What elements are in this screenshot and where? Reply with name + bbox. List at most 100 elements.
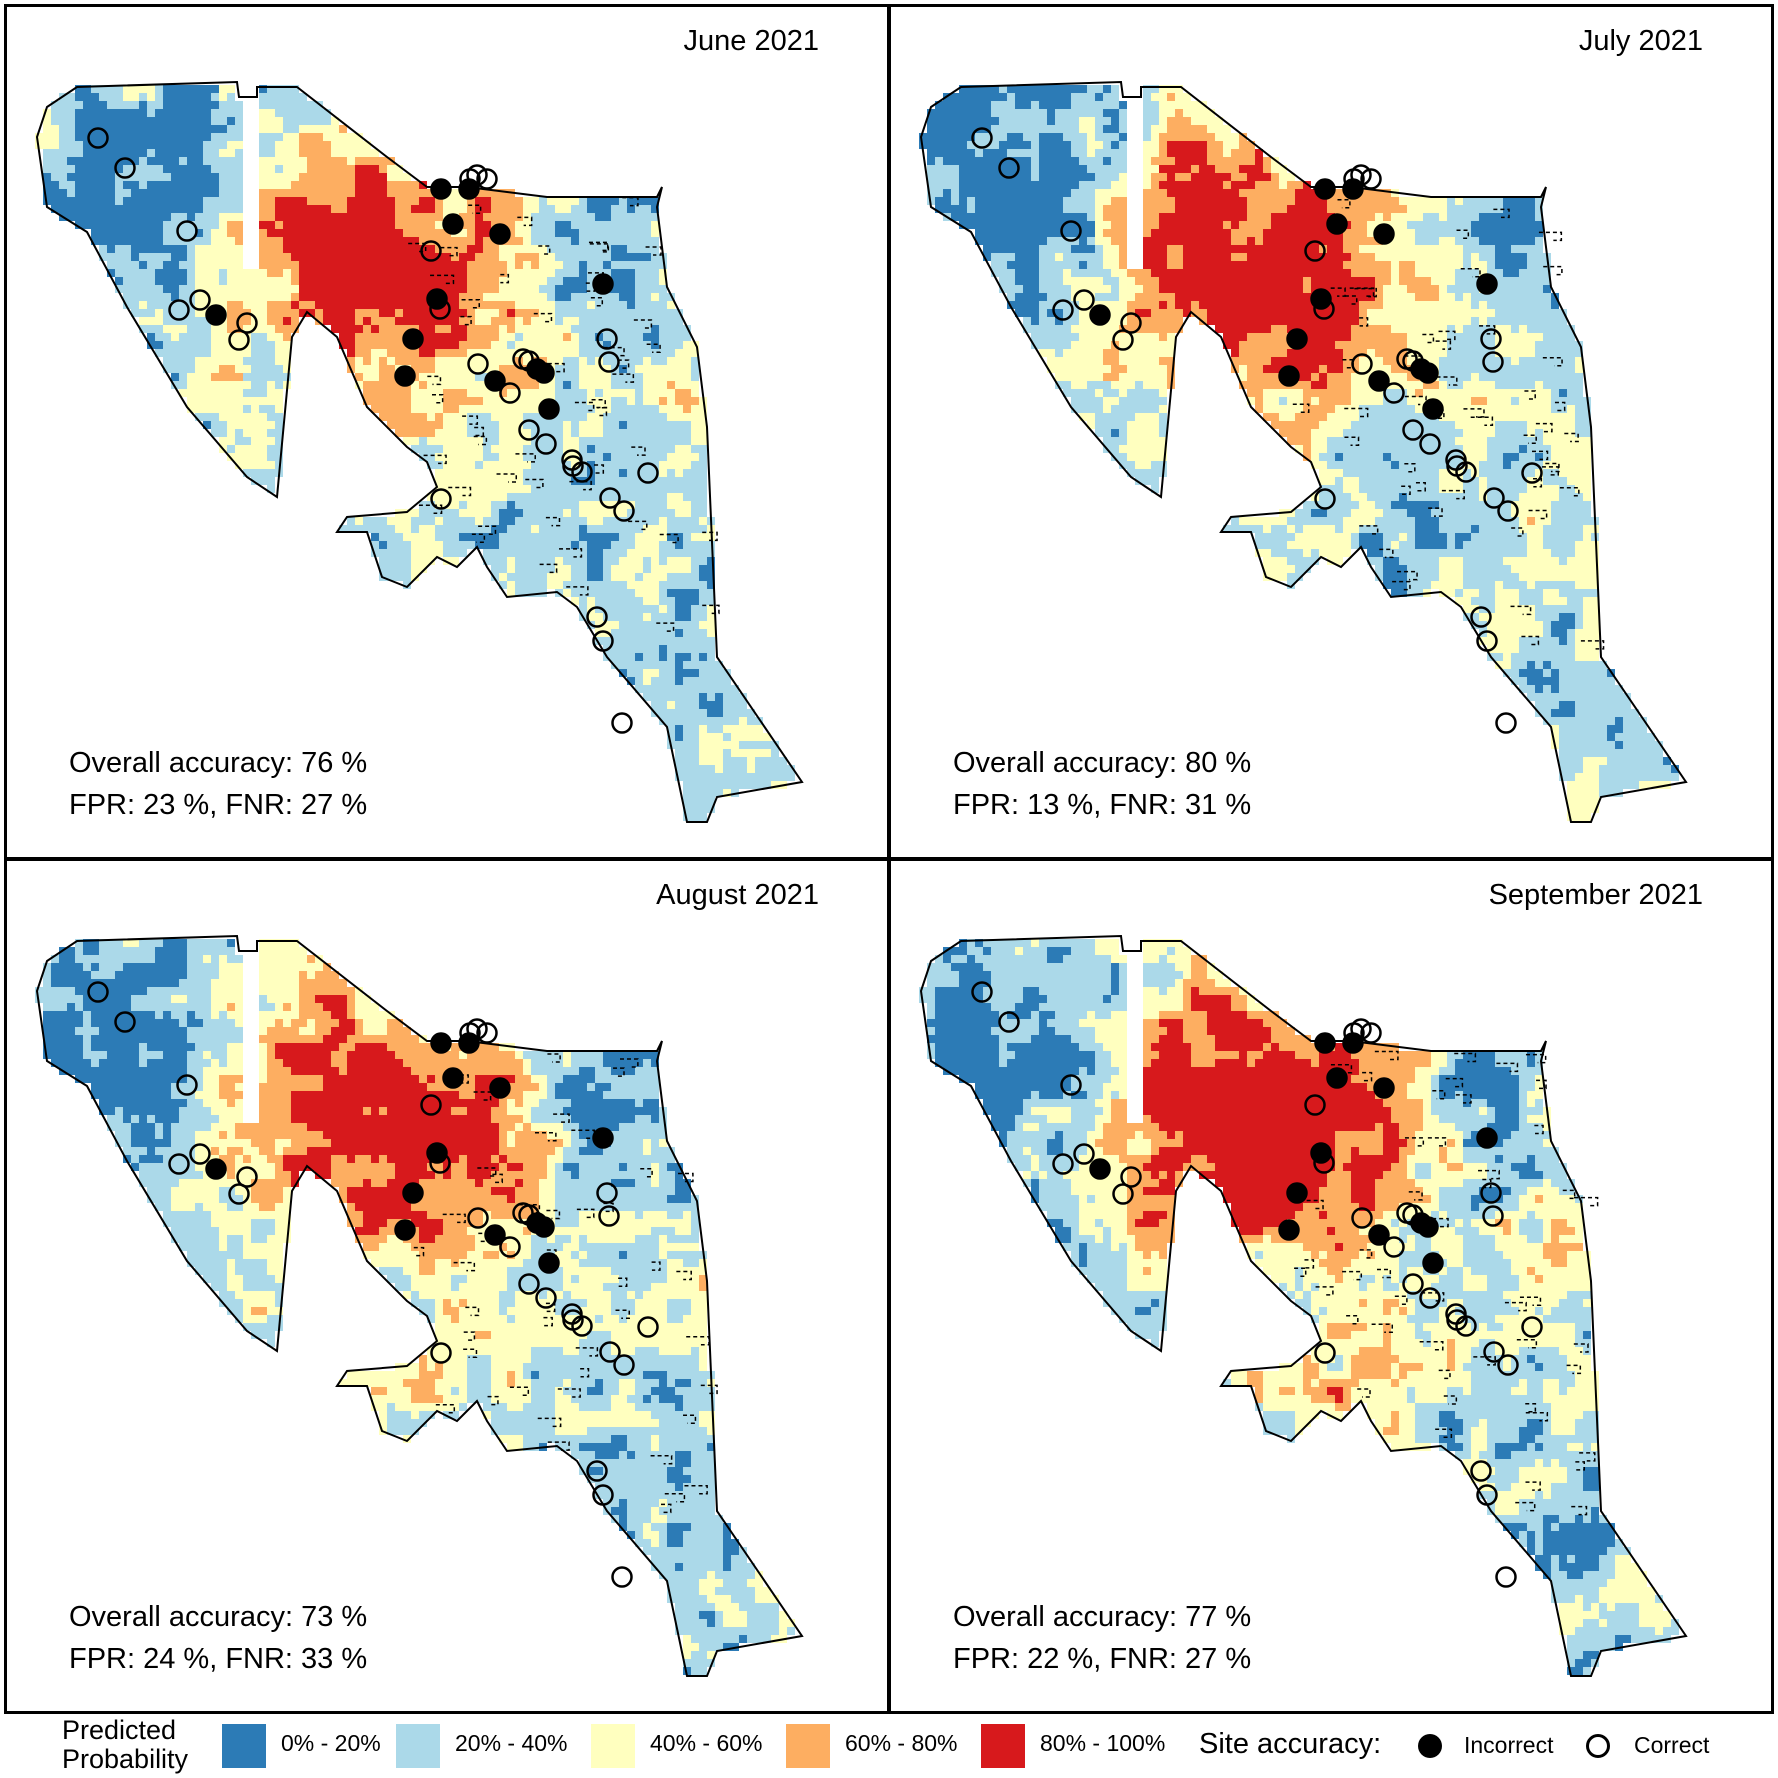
correct-site-marker bbox=[535, 433, 557, 455]
correct-site-marker bbox=[1313, 1152, 1335, 1174]
probability-map bbox=[919, 80, 1688, 823]
uncertainty-boundaries bbox=[1292, 188, 1605, 650]
correct-site-marker bbox=[1495, 1566, 1517, 1588]
legend-swatch-60-80 bbox=[786, 1724, 830, 1768]
correct-site-marker bbox=[476, 168, 498, 190]
legend: Predicted Probability 0% - 20% 20% - 40%… bbox=[0, 1714, 1778, 1778]
correct-site-marker bbox=[596, 328, 618, 350]
error-rates: FPR: 23 %, FNR: 27 % bbox=[69, 789, 368, 821]
correct-site-marker bbox=[998, 157, 1020, 179]
overall-accuracy: Overall accuracy: 76 % bbox=[69, 747, 368, 779]
correct-site-marker bbox=[168, 299, 190, 321]
correct-site-marker bbox=[1482, 1205, 1504, 1227]
incorrect-site-marker bbox=[1089, 304, 1111, 326]
correct-site-marker bbox=[189, 289, 211, 311]
correct-site-marker bbox=[1402, 1273, 1424, 1295]
correct-site-marker bbox=[499, 382, 521, 404]
correct-site-marker bbox=[1470, 606, 1492, 628]
correct-site-marker bbox=[236, 1166, 258, 1188]
incorrect-site-marker bbox=[1342, 178, 1364, 200]
correct-site-marker bbox=[420, 240, 442, 262]
probability-raster bbox=[919, 939, 1679, 1675]
incorrect-site-marker bbox=[1286, 328, 1308, 350]
correct-site-marker bbox=[596, 1182, 618, 1204]
panel-title: September 2021 bbox=[1488, 879, 1703, 911]
correct-site-marker bbox=[1402, 419, 1424, 441]
correct-site-marker bbox=[168, 1153, 190, 1175]
correct-site-marker bbox=[1060, 1074, 1082, 1096]
correct-site-marker bbox=[1052, 1153, 1074, 1175]
correct-site-marker bbox=[1313, 298, 1335, 320]
incorrect-site-marker bbox=[1326, 1067, 1348, 1089]
incorrect-site-marker bbox=[430, 1032, 452, 1054]
incorrect-site-marker bbox=[484, 1224, 506, 1246]
legend-title-line2: Probability bbox=[62, 1744, 189, 1774]
correct-site-marker bbox=[611, 712, 633, 734]
correct-site-marker bbox=[599, 1341, 621, 1363]
incorrect-site-marker bbox=[1476, 1127, 1498, 1149]
region-outline bbox=[35, 80, 804, 823]
correct-site-marker bbox=[228, 329, 250, 351]
correct-site-marker bbox=[114, 1011, 136, 1033]
correct-site-marker bbox=[420, 1094, 442, 1116]
correct-site-marker bbox=[87, 127, 109, 149]
correct-site-marker bbox=[87, 981, 109, 1003]
incorrect-site-marker bbox=[1314, 178, 1336, 200]
incorrect-site-marker bbox=[394, 1219, 416, 1241]
correct-site-marker bbox=[599, 487, 621, 509]
correct-site-marker bbox=[467, 353, 489, 375]
legend-title-line1: Predicted bbox=[62, 1715, 177, 1745]
legend-swatch-20-40 bbox=[396, 1724, 440, 1768]
correct-site-marker bbox=[1470, 1460, 1492, 1482]
correct-site-marker bbox=[1360, 1022, 1382, 1044]
correct-site-marker bbox=[1314, 1342, 1336, 1364]
uncertainty-boundaries bbox=[1294, 1050, 1599, 1516]
correct-site-marker bbox=[518, 1273, 540, 1295]
incorrect-site-marker bbox=[1326, 213, 1348, 235]
correct-site-marker bbox=[586, 606, 608, 628]
correct-site-marker bbox=[176, 1074, 198, 1096]
map-panel-july: July 2021 Overall accuracy: 80 % FPR: 13… bbox=[888, 4, 1774, 860]
incorrect-site-marker bbox=[1422, 1252, 1444, 1274]
incorrect-site-marker bbox=[1422, 398, 1444, 420]
correct-site-marker bbox=[1419, 1287, 1441, 1309]
correct-label: Correct bbox=[1634, 1732, 1710, 1758]
map-panel-june: June 2021 Overall accuracy: 76 % FPR: 23… bbox=[4, 4, 890, 860]
correct-site-marker bbox=[1383, 1236, 1405, 1258]
panel-title: August 2021 bbox=[656, 879, 819, 911]
correct-site-marker bbox=[1060, 220, 1082, 242]
correct-site-marker bbox=[1351, 1207, 1373, 1229]
incorrect-site-marker bbox=[1314, 1032, 1336, 1054]
probability-raster bbox=[35, 85, 795, 821]
incorrect-site-marker bbox=[1342, 1032, 1364, 1054]
incorrect-marker-icon bbox=[1418, 1734, 1442, 1758]
incorrect-site-marker bbox=[205, 1158, 227, 1180]
correct-site-marker bbox=[1482, 351, 1504, 373]
correct-site-marker bbox=[1073, 289, 1095, 311]
correct-site-marker bbox=[598, 1205, 620, 1227]
incorrect-site-marker bbox=[1417, 362, 1439, 384]
correct-site-marker bbox=[1480, 328, 1502, 350]
correct-site-marker bbox=[1446, 1309, 1468, 1331]
map-panel-september: September 2021 Overall accuracy: 77 % FP… bbox=[888, 858, 1774, 1714]
incorrect-site-marker bbox=[592, 273, 614, 295]
legend-label-0-20: 0% - 20% bbox=[281, 1730, 381, 1756]
correct-site-marker bbox=[1112, 1183, 1134, 1205]
correct-site-marker bbox=[1120, 1166, 1142, 1188]
incorrect-site-marker bbox=[1089, 1158, 1111, 1180]
overall-accuracy: Overall accuracy: 77 % bbox=[953, 1601, 1252, 1633]
incorrect-site-marker bbox=[489, 223, 511, 245]
correct-site-marker bbox=[1497, 500, 1519, 522]
correct-site-marker bbox=[1497, 1354, 1519, 1376]
incorrect-site-marker bbox=[1373, 223, 1395, 245]
correct-site-marker bbox=[637, 462, 659, 484]
correct-site-marker bbox=[1495, 712, 1517, 734]
correct-site-marker bbox=[971, 981, 993, 1003]
legend-label-60-80: 60% - 80% bbox=[845, 1730, 958, 1756]
correct-site-marker bbox=[1446, 455, 1468, 477]
incorrect-site-marker bbox=[592, 1127, 614, 1149]
correct-site-marker bbox=[1483, 487, 1505, 509]
correct-site-marker bbox=[1521, 1316, 1543, 1338]
correct-site-marker bbox=[613, 500, 635, 522]
incorrect-site-marker bbox=[1286, 1182, 1308, 1204]
